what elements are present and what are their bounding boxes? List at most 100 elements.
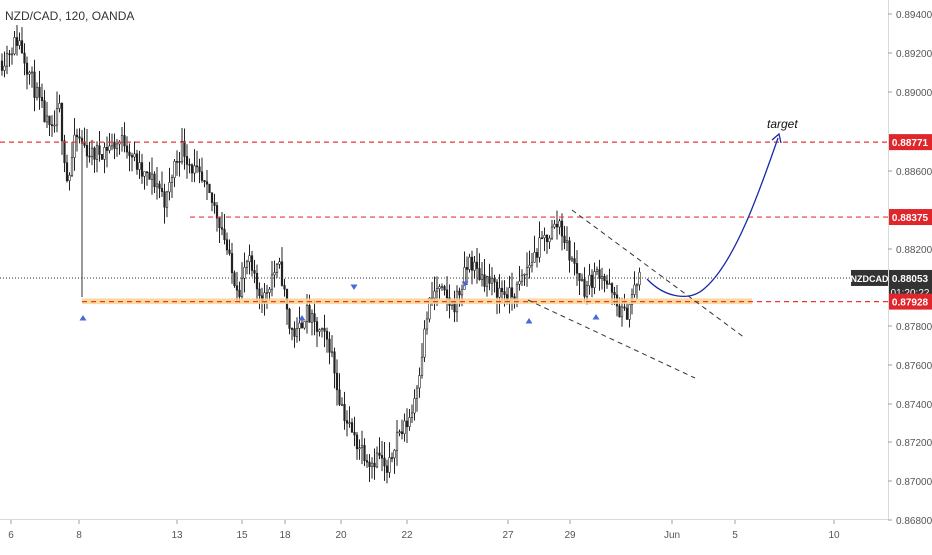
candle-body <box>594 272 596 288</box>
time-tick-label: 20 <box>335 530 347 541</box>
candle-body <box>269 289 271 292</box>
time-tick-label: Jun <box>664 530 680 541</box>
candle-body <box>134 154 136 157</box>
candle-body <box>211 193 213 203</box>
candle-body <box>79 137 81 138</box>
candle-body <box>281 262 283 286</box>
candle-body <box>491 278 493 283</box>
candle-body <box>624 307 626 308</box>
candle-body <box>179 162 181 163</box>
candle-body <box>229 250 231 253</box>
candle-body <box>169 182 171 191</box>
candle-body <box>46 116 48 122</box>
candle-body <box>234 273 236 286</box>
candle-body <box>216 205 218 218</box>
candle-body <box>511 288 513 297</box>
candle-body <box>166 192 168 207</box>
time-tick-label: 15 <box>236 530 248 541</box>
time-tick-label: 6 <box>8 530 14 541</box>
candle-body <box>106 147 108 150</box>
candle-body <box>174 161 176 177</box>
candle-body <box>376 453 378 467</box>
candle-body <box>619 306 621 317</box>
candle-body <box>26 63 28 74</box>
candle-body <box>524 274 526 275</box>
candle-body <box>61 103 63 141</box>
candle-body <box>251 256 253 271</box>
candle-body <box>566 241 568 243</box>
price-tick-label: 0.87200 <box>896 438 932 449</box>
candle-body <box>564 236 566 243</box>
candle-body <box>109 146 111 151</box>
candle-body <box>501 288 503 292</box>
price-label-resistance: 0.88375 <box>889 209 932 225</box>
candle-body <box>41 97 43 100</box>
price-tick-label: 0.87800 <box>896 322 932 333</box>
candle-body <box>436 289 438 292</box>
candle-body <box>381 455 383 458</box>
candle-body <box>226 240 228 250</box>
candle-body <box>579 273 581 280</box>
candle-body <box>214 202 216 205</box>
candle-body <box>334 352 336 373</box>
candle-body <box>496 282 498 297</box>
candle-body <box>21 41 23 53</box>
candle-body <box>316 322 318 332</box>
candle-body <box>374 463 376 467</box>
candle-body <box>321 328 323 329</box>
candle-body <box>44 101 46 122</box>
candle-body <box>559 221 561 227</box>
candle-body <box>299 323 301 328</box>
candle-body <box>121 135 123 142</box>
candle-body <box>346 421 348 424</box>
candle-body <box>404 421 406 434</box>
candle-body <box>206 182 208 184</box>
candle-body <box>31 72 33 73</box>
candle-body <box>556 224 558 227</box>
candle-body <box>379 453 381 455</box>
candle-body <box>219 218 221 228</box>
candle-body <box>499 288 501 297</box>
candle-body <box>536 252 538 257</box>
candle-body <box>1 61 3 70</box>
candle-body <box>301 323 303 328</box>
candle-body <box>74 135 76 158</box>
candle-body <box>589 275 591 286</box>
candle-body <box>51 125 53 126</box>
candle-body <box>574 259 576 264</box>
candle-body <box>204 180 206 181</box>
candle-body <box>636 285 638 286</box>
candle-body <box>274 273 276 275</box>
candle-body <box>29 72 31 74</box>
candle-body <box>326 331 328 339</box>
candle-body <box>276 264 278 272</box>
candle-body <box>249 256 251 262</box>
candle-body <box>309 305 311 322</box>
candle-body <box>294 329 296 337</box>
price-label-support-line: 0.87928 <box>889 294 932 310</box>
candle-body <box>534 252 536 262</box>
candle-body <box>396 433 398 450</box>
candle-body <box>34 72 36 98</box>
candle-body <box>591 275 593 287</box>
candle-body <box>136 154 138 170</box>
candle-body <box>201 172 203 181</box>
candle-body <box>484 275 486 287</box>
candle-body <box>406 421 408 427</box>
symbol-label-text: NZDCAD <box>851 274 889 284</box>
time-tick-label: 22 <box>401 530 413 541</box>
candle-body <box>9 54 11 55</box>
candle-body <box>571 259 573 261</box>
candle-body <box>19 41 21 46</box>
candle-body <box>101 154 103 159</box>
candle-body <box>394 450 396 458</box>
price-tick-label: 0.87000 <box>896 477 932 488</box>
candle-body <box>529 265 531 267</box>
candle-body <box>474 262 476 270</box>
candle-body <box>144 172 146 177</box>
candle-body <box>604 276 606 281</box>
candle-body <box>606 281 608 284</box>
candle-body <box>239 290 241 296</box>
price-tick-label: 0.87600 <box>896 361 932 372</box>
candle-body <box>71 158 73 176</box>
